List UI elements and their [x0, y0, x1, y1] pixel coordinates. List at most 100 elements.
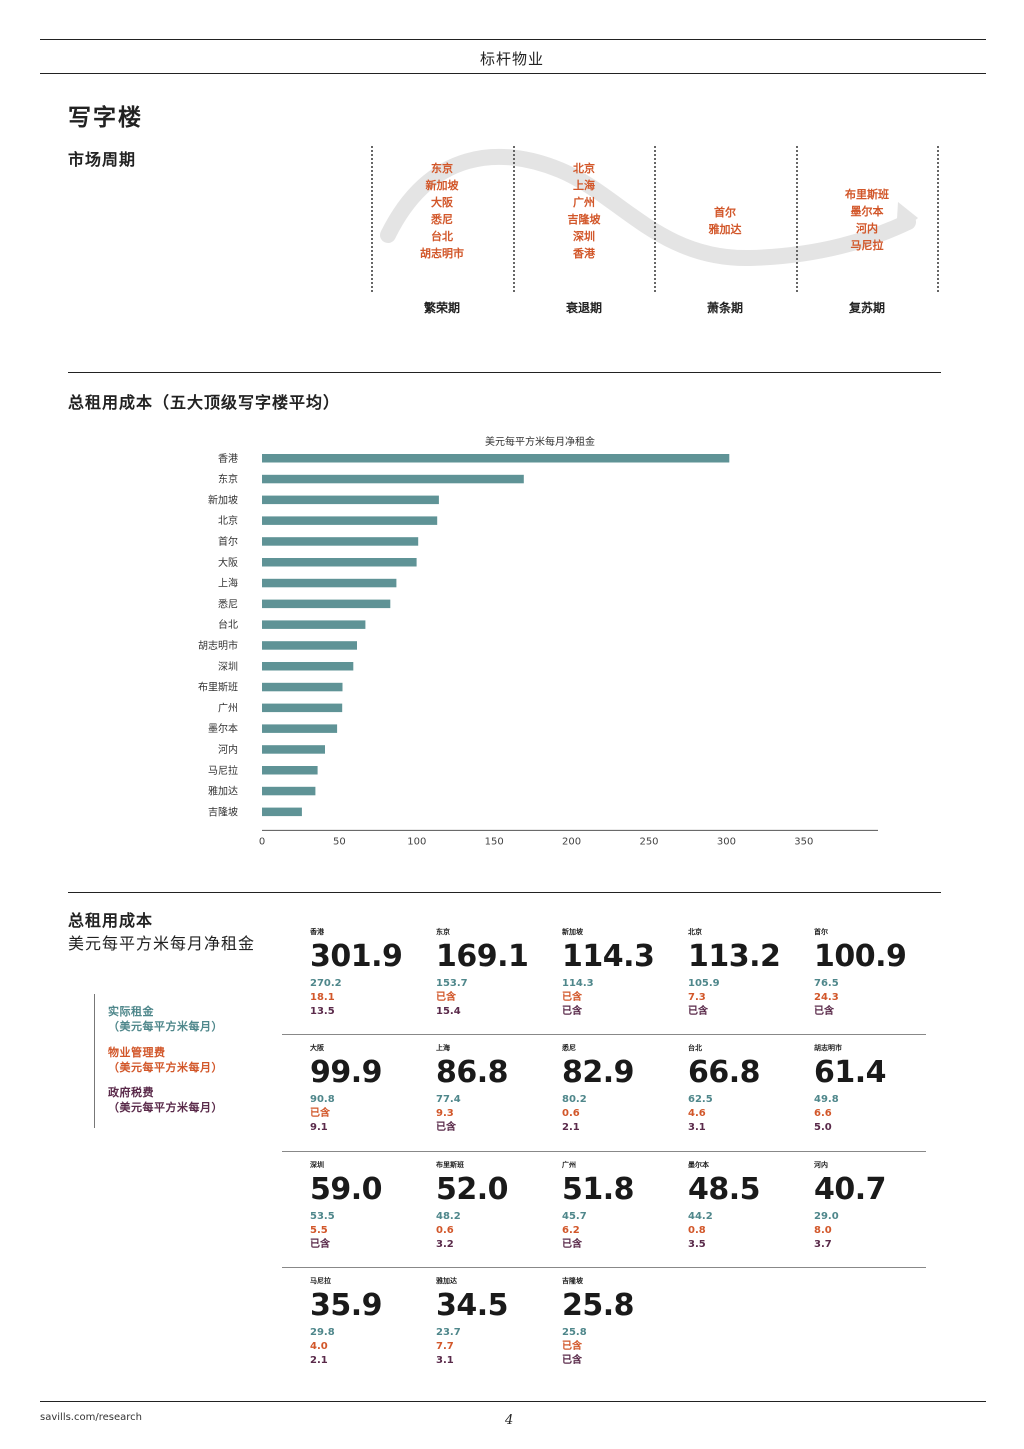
- bar-label: 布里斯班: [198, 681, 238, 694]
- cell-total: 59.0: [310, 1172, 383, 1207]
- cell-total: 48.5: [688, 1172, 761, 1207]
- cell-rent: 49.8: [814, 1094, 839, 1105]
- header-top-rule: [40, 39, 986, 40]
- cell-rent: 25.8: [562, 1327, 587, 1338]
- cycle-city: 雅加达: [708, 223, 742, 236]
- bar-label: 香港: [218, 453, 238, 465]
- city-cost-cell: 大阪 99.9 90.8 已含 9.1: [310, 1043, 435, 1135]
- cycle-city: 悉尼: [431, 213, 453, 226]
- bar-label: 墨尔本: [208, 722, 238, 735]
- city-cost-cell: 河内 40.7 29.0 8.0 3.7: [814, 1160, 939, 1252]
- cell-management: 已含: [562, 992, 582, 1003]
- cell-tax: 已含: [562, 1355, 582, 1366]
- cell-tax: 5.0: [814, 1122, 832, 1133]
- cycle-divider: [371, 146, 373, 292]
- bar: [262, 786, 316, 796]
- x-tick-label: 50: [333, 836, 346, 847]
- legend-management: 物业管理费 （美元每平方米每月）: [108, 1045, 223, 1075]
- city-cost-cell: 胡志明市 61.4 49.8 6.6 5.0: [814, 1043, 939, 1135]
- cell-total: 113.2: [688, 939, 781, 974]
- cell-city: 新加坡: [562, 928, 583, 936]
- bar-label: 雅加达: [208, 785, 238, 798]
- cycle-cities-slump: 首尔 雅加达: [654, 204, 796, 238]
- cell-rent: 77.4: [436, 1094, 461, 1105]
- legend-unit: （美元每平方米每月）: [108, 1101, 223, 1114]
- cell-total: 66.8: [688, 1055, 761, 1090]
- cell-city: 悉尼: [562, 1044, 576, 1052]
- cell-tax: 3.7: [814, 1239, 832, 1250]
- cycle-city: 首尔: [714, 206, 736, 219]
- header-title: 标杆物业: [479, 50, 544, 68]
- x-tick-label: 100: [407, 836, 426, 847]
- cycle-phase-label: 复苏期: [848, 301, 885, 315]
- cell-rent: 80.2: [562, 1094, 587, 1105]
- cell-tax: 2.1: [310, 1355, 328, 1366]
- legend-label: 物业管理费: [108, 1046, 166, 1059]
- city-cost-cell: 首尔 100.9 76.5 24.3 已含: [814, 927, 939, 1019]
- city-cost-cell: 台北 66.8 62.5 4.6 3.1: [688, 1043, 813, 1135]
- cell-management: 已含: [436, 992, 456, 1003]
- cycle-cities-decline: 北京 上海 广州 吉隆坡 深圳 香港: [513, 160, 655, 262]
- legend-label: 实际租金: [108, 1005, 154, 1018]
- section-rule: [68, 892, 941, 893]
- legend-label: 政府税费: [108, 1086, 154, 1099]
- cell-rent: 23.7: [436, 1327, 461, 1338]
- cell-rent: 76.5: [814, 978, 839, 989]
- cell-management: 7.3: [688, 992, 706, 1003]
- bar-label: 大阪: [218, 556, 238, 569]
- cycle-divider: [654, 146, 656, 292]
- cell-management: 已含: [562, 1341, 582, 1352]
- section-title: 写字楼: [68, 105, 143, 131]
- bar: [262, 641, 357, 650]
- cell-rent: 153.7: [436, 978, 468, 989]
- table-title: 总租用成本: [68, 911, 154, 930]
- city-cost-cell: 深圳 59.0 53.5 5.5 已含: [310, 1160, 435, 1252]
- cell-city: 香港: [310, 928, 324, 936]
- cell-total: 35.9: [310, 1288, 383, 1323]
- cell-management: 4.0: [310, 1341, 328, 1352]
- cell-management: 24.3: [814, 992, 839, 1003]
- cycle-city: 马尼拉: [850, 239, 884, 252]
- bar: [262, 495, 439, 505]
- city-cost-cell: 墨尔本 48.5 44.2 0.8 3.5: [688, 1160, 813, 1252]
- bar-label: 新加坡: [208, 493, 238, 506]
- cycle-city: 深圳: [573, 230, 595, 243]
- cycle-city: 吉隆坡: [567, 213, 601, 226]
- city-cost-cell: 布里斯班 52.0 48.2 0.6 3.2: [436, 1160, 561, 1252]
- bar: [262, 474, 524, 484]
- cycle-city: 新加坡: [425, 179, 459, 192]
- cell-tax: 已含: [688, 1006, 708, 1017]
- cell-tax: 已含: [814, 1006, 834, 1017]
- cell-total: 99.9: [310, 1055, 383, 1090]
- cell-city: 雅加达: [436, 1277, 457, 1285]
- cell-management: 4.6: [688, 1108, 706, 1119]
- section-rule: [68, 372, 941, 373]
- cycle-phase-label: 繁荣期: [423, 301, 460, 315]
- cell-management: 9.3: [436, 1108, 454, 1119]
- bar: [262, 516, 438, 525]
- cell-city: 胡志明市: [814, 1044, 842, 1052]
- cycle-divider: [513, 146, 515, 292]
- bar-label: 河内: [218, 743, 238, 756]
- cell-management: 8.0: [814, 1225, 832, 1236]
- cell-total: 82.9: [562, 1055, 635, 1090]
- row-separator: [282, 1267, 926, 1268]
- bar: [262, 682, 343, 692]
- x-tick-label: 250: [639, 836, 658, 847]
- bar-label: 北京: [218, 514, 238, 527]
- cycle-cities-boom: 东京 新加坡 大阪 悉尼 台北 胡志明市: [371, 160, 513, 262]
- legend-rent: 实际租金 （美元每平方米每月）: [108, 1004, 223, 1034]
- cell-rent: 44.2: [688, 1211, 713, 1222]
- cell-city: 深圳: [310, 1161, 324, 1169]
- cell-total: 51.8: [562, 1172, 635, 1207]
- city-cost-cell: 雅加达 34.5 23.7 7.7 3.1: [436, 1276, 561, 1368]
- x-tick-label: 0: [259, 836, 265, 847]
- page-number: 4: [505, 1413, 514, 1428]
- cell-rent: 114.3: [562, 978, 594, 989]
- cell-rent: 48.2: [436, 1211, 461, 1222]
- bar-label: 深圳: [218, 661, 238, 673]
- cell-city: 布里斯班: [436, 1161, 464, 1169]
- bar-label: 胡志明市: [198, 639, 238, 652]
- rent-bar-chart: 美元每平方米每月净租金香港东京新加坡北京首尔大阪上海悉尼台北胡志明市深圳布里斯班…: [198, 435, 878, 847]
- cell-rent: 270.2: [310, 978, 342, 989]
